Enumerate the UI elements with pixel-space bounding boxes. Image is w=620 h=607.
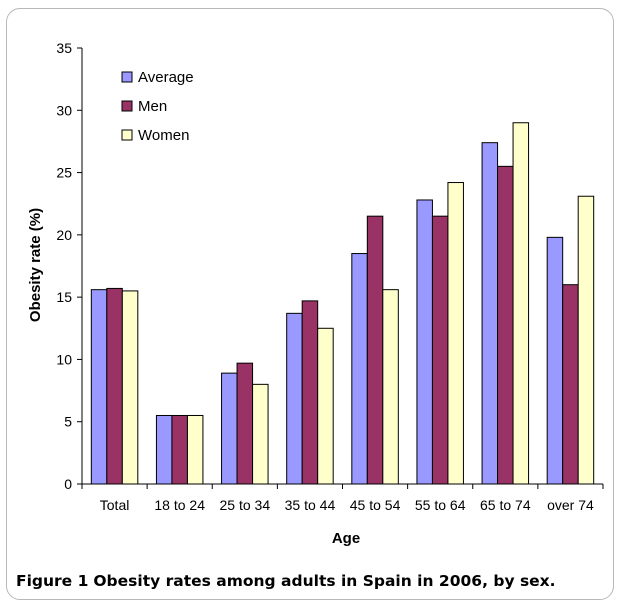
x-tick-label: Total [100,497,130,513]
bars [90,122,595,485]
bar-average-7 [546,236,564,485]
y-tick-label: 10 [56,351,72,367]
bar-average-1 [155,414,173,485]
x-axis-title: Age [332,530,360,547]
bar-women-7 [577,195,595,485]
x-tick-label: 18 to 24 [154,497,205,513]
x-tick-label: over 74 [547,497,594,513]
bar-men-3 [301,300,319,485]
bar-men-2 [236,362,254,485]
y-axis-title: Obesity rate (%) [27,208,44,322]
bar-women-4 [382,289,399,485]
obesity-bar-chart: 0 5 10 15 20 25 30 35 Total 18 to 24 25 to 34 35 t… [27,40,604,547]
legend-label-men: Men [138,98,167,115]
bar-men-7 [562,284,579,485]
y-axis-ticks: 0 5 10 15 20 25 30 35 [56,40,82,492]
legend-swatch-average [121,71,133,83]
bar-women-0 [121,290,139,485]
bar-men-5 [431,215,449,485]
x-tick-label: 65 to 74 [480,497,531,513]
bar-men-0 [106,287,123,485]
bar-women-2 [252,383,269,485]
x-tick-label: 35 to 44 [285,497,336,513]
y-tick-label: 25 [56,165,72,181]
x-tick-label: 25 to 34 [220,497,271,513]
y-tick-label: 20 [56,227,72,243]
y-tick-label: 15 [56,289,72,305]
bar-average-5 [416,199,433,485]
y-tick-label: 0 [64,476,72,492]
bar-average-0 [90,289,108,485]
legend-label-women: Women [138,127,189,144]
x-tick-label: 55 to 64 [415,497,466,513]
bar-average-6 [481,142,499,485]
caption-text: Obesity rates among adults in Spain in 2… [93,572,556,590]
x-tick-label: 45 to 54 [350,497,401,513]
bar-average-2 [221,372,238,485]
y-tick-label: 35 [56,40,72,56]
legend: Average Men Women [121,69,194,144]
bar-men-6 [497,165,514,485]
y-tick-label: 5 [64,414,72,430]
y-tick-label: 30 [56,102,72,118]
bar-women-3 [317,327,334,485]
bar-men-4 [366,215,384,485]
bar-men-1 [171,414,188,485]
legend-label-average: Average [138,69,194,86]
bar-average-3 [286,312,303,485]
legend-swatch-women [121,129,133,141]
caption-label: Figure 1 [16,572,89,590]
x-axis-ticks: Total 18 to 24 25 to 34 35 to 44 45 to 54 55 … [81,484,604,513]
bar-women-5 [447,182,464,485]
figure-caption: Figure 1 Obesity rates among adults in Sp… [16,572,556,590]
bar-average-4 [351,253,368,485]
legend-swatch-men [121,100,133,112]
bar-women-1 [186,414,204,485]
bar-women-6 [512,122,530,485]
